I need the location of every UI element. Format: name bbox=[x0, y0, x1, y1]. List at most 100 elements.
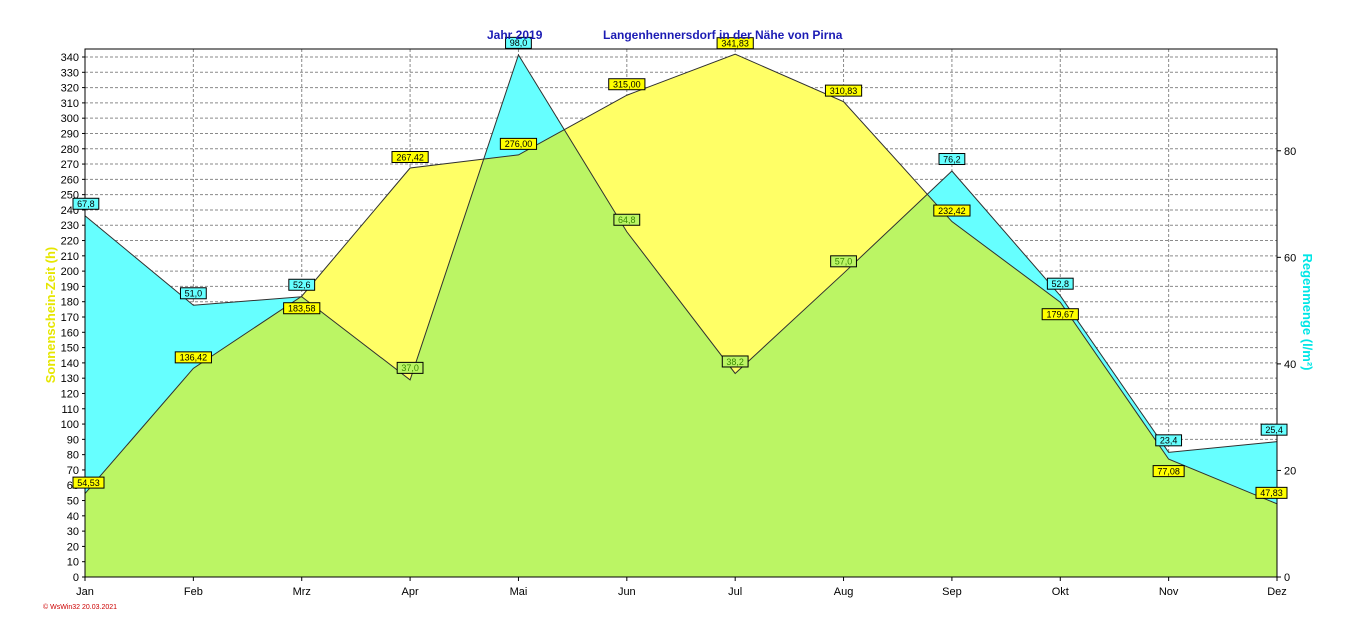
sunshine-value-label: 267,42 bbox=[391, 151, 429, 164]
left-tick-label: 90 bbox=[67, 434, 79, 446]
rain-value-label: 37,0 bbox=[396, 361, 424, 374]
rain-value-label-box bbox=[179, 287, 207, 300]
rain-value-label-box bbox=[830, 255, 857, 268]
sunshine-value-label-box bbox=[1041, 308, 1079, 321]
sunshine-value-label-text: 276,00 bbox=[505, 139, 533, 149]
rain-value-label: 98,0 bbox=[505, 36, 532, 49]
rain-value-label-text: 57,0 bbox=[835, 257, 853, 267]
rain-value-label: 25,4 bbox=[1260, 423, 1288, 436]
plot-frame bbox=[84, 48, 1278, 578]
sunshine-value-label: 232,42 bbox=[933, 204, 971, 217]
sunshine-value-label-box bbox=[72, 476, 105, 489]
rain-value-label-box bbox=[721, 355, 749, 368]
right-tick-label: 20 bbox=[1284, 465, 1296, 477]
left-tick-label: 100 bbox=[61, 419, 79, 431]
left-tick-label: 150 bbox=[61, 343, 79, 355]
rain-value-label-text: 67,8 bbox=[77, 199, 95, 209]
left-tick-label: 0 bbox=[73, 572, 79, 584]
rain-value-label-box bbox=[938, 153, 966, 166]
sunshine-value-label-box bbox=[1255, 486, 1288, 499]
sunshine-value-label-box bbox=[283, 302, 321, 315]
x-tick-label: Aug bbox=[834, 586, 854, 598]
left-tick-label: 230 bbox=[61, 220, 79, 232]
chart-title: Jahr 2019 bbox=[487, 28, 543, 42]
sunshine-value-label: 310,83 bbox=[824, 84, 863, 97]
left-tick-label: 170 bbox=[61, 312, 79, 324]
rain-value-label-box bbox=[288, 278, 316, 291]
sunshine-value-label: 77,08 bbox=[1152, 465, 1185, 478]
rain-value-label-box bbox=[613, 213, 641, 226]
rain-value-label-box bbox=[1155, 434, 1183, 447]
sunshine-value-label-box bbox=[608, 78, 646, 91]
rain-value-label: 23,4 bbox=[1155, 434, 1183, 447]
x-tick-label: Mai bbox=[510, 586, 528, 598]
left-tick-label: 30 bbox=[67, 526, 79, 538]
sunshine-value-label-text: 232,42 bbox=[938, 206, 966, 216]
sunshine-value-label: 47,83 bbox=[1255, 486, 1288, 499]
left-tick-label: 140 bbox=[61, 358, 79, 370]
sunshine-value-label-box bbox=[1152, 465, 1185, 478]
sunshine-value-label-box bbox=[716, 37, 754, 50]
sunshine-value-label: 136,42 bbox=[174, 351, 212, 364]
x-tick-label: Nov bbox=[1159, 586, 1179, 598]
rain-value-label-box bbox=[396, 361, 424, 374]
left-tick-label: 120 bbox=[61, 388, 79, 400]
rain-value-label-box bbox=[505, 36, 532, 49]
x-tick-label: Apr bbox=[402, 586, 419, 598]
rain-value-label-box bbox=[1260, 423, 1288, 436]
rain-value-label-text: 23,4 bbox=[1160, 436, 1178, 446]
right-tick-label: 40 bbox=[1284, 359, 1296, 371]
right-axis-label: Regenmenge (l/m²) bbox=[1300, 253, 1315, 370]
left-tick-label: 20 bbox=[67, 541, 79, 553]
sunshine-value-label-text: 179,67 bbox=[1047, 310, 1075, 320]
sunshine-value-label-box bbox=[824, 84, 863, 97]
rain-value-label-text: 37,0 bbox=[401, 363, 419, 373]
right-tick-label: 0 bbox=[1284, 572, 1290, 584]
rain-value-label: 38,2 bbox=[721, 355, 749, 368]
left-tick-label: 310 bbox=[61, 98, 79, 110]
left-tick-label: 190 bbox=[61, 281, 79, 293]
left-tick-label: 260 bbox=[61, 174, 79, 186]
x-tick-label: Jun bbox=[618, 586, 636, 598]
left-tick-label: 130 bbox=[61, 373, 79, 385]
left-tick-label: 330 bbox=[61, 67, 79, 79]
left-tick-label: 10 bbox=[67, 557, 79, 569]
sunshine-value-label-text: 136,42 bbox=[180, 353, 208, 363]
x-tick-label: Jan bbox=[76, 586, 94, 598]
x-tick-label: Feb bbox=[184, 586, 203, 598]
overlap-area bbox=[85, 54, 1277, 577]
sunshine-value-label-text: 183,58 bbox=[288, 304, 316, 314]
sunshine-value-label-text: 267,42 bbox=[396, 152, 424, 162]
left-axis-label: Sonnenschein-Zeit (h) bbox=[43, 247, 58, 384]
sunshine-value-label-box bbox=[391, 151, 429, 164]
rain-value-label: 67,8 bbox=[72, 197, 100, 210]
left-tick-label: 40 bbox=[67, 511, 79, 523]
rain-value-label: 57,0 bbox=[830, 255, 857, 268]
rain-line bbox=[84, 53, 1278, 453]
sunshine-value-label-text: 315,00 bbox=[613, 80, 641, 90]
rain-value-label-text: 25,4 bbox=[1265, 425, 1283, 435]
left-tick-label: 80 bbox=[67, 450, 79, 462]
sunshine-value-label-text: 341,83 bbox=[721, 39, 749, 49]
x-tick-label: Okt bbox=[1052, 586, 1069, 598]
left-tick-label: 50 bbox=[67, 496, 79, 508]
rain-value-label: 76,2 bbox=[938, 153, 966, 166]
rain-value-label-text: 51,0 bbox=[185, 289, 203, 299]
left-tick-label: 110 bbox=[61, 404, 79, 416]
left-tick-label: 70 bbox=[67, 465, 79, 477]
sunshine-value-label: 183,58 bbox=[283, 302, 321, 315]
sunshine-value-label: 54,53 bbox=[72, 476, 105, 489]
rain-value-label-box bbox=[1046, 277, 1074, 290]
rain-value-label-text: 64,8 bbox=[618, 215, 636, 225]
left-tick-label: 300 bbox=[61, 113, 79, 125]
x-tick-label: Dez bbox=[1267, 586, 1287, 598]
sunshine-value-label-text: 77,08 bbox=[1157, 466, 1180, 476]
sunshine-value-label: 341,83 bbox=[716, 37, 754, 50]
left-tick-label: 320 bbox=[61, 83, 79, 95]
chart-subtitle: Langenhennersdorf in der Nähe von Pirna bbox=[603, 28, 843, 42]
sunshine-value-label-text: 310,83 bbox=[830, 86, 858, 96]
sunshine-value-label-box bbox=[174, 351, 212, 364]
left-tick-label: 200 bbox=[61, 266, 79, 278]
rain-value-label-text: 76,2 bbox=[943, 154, 961, 164]
